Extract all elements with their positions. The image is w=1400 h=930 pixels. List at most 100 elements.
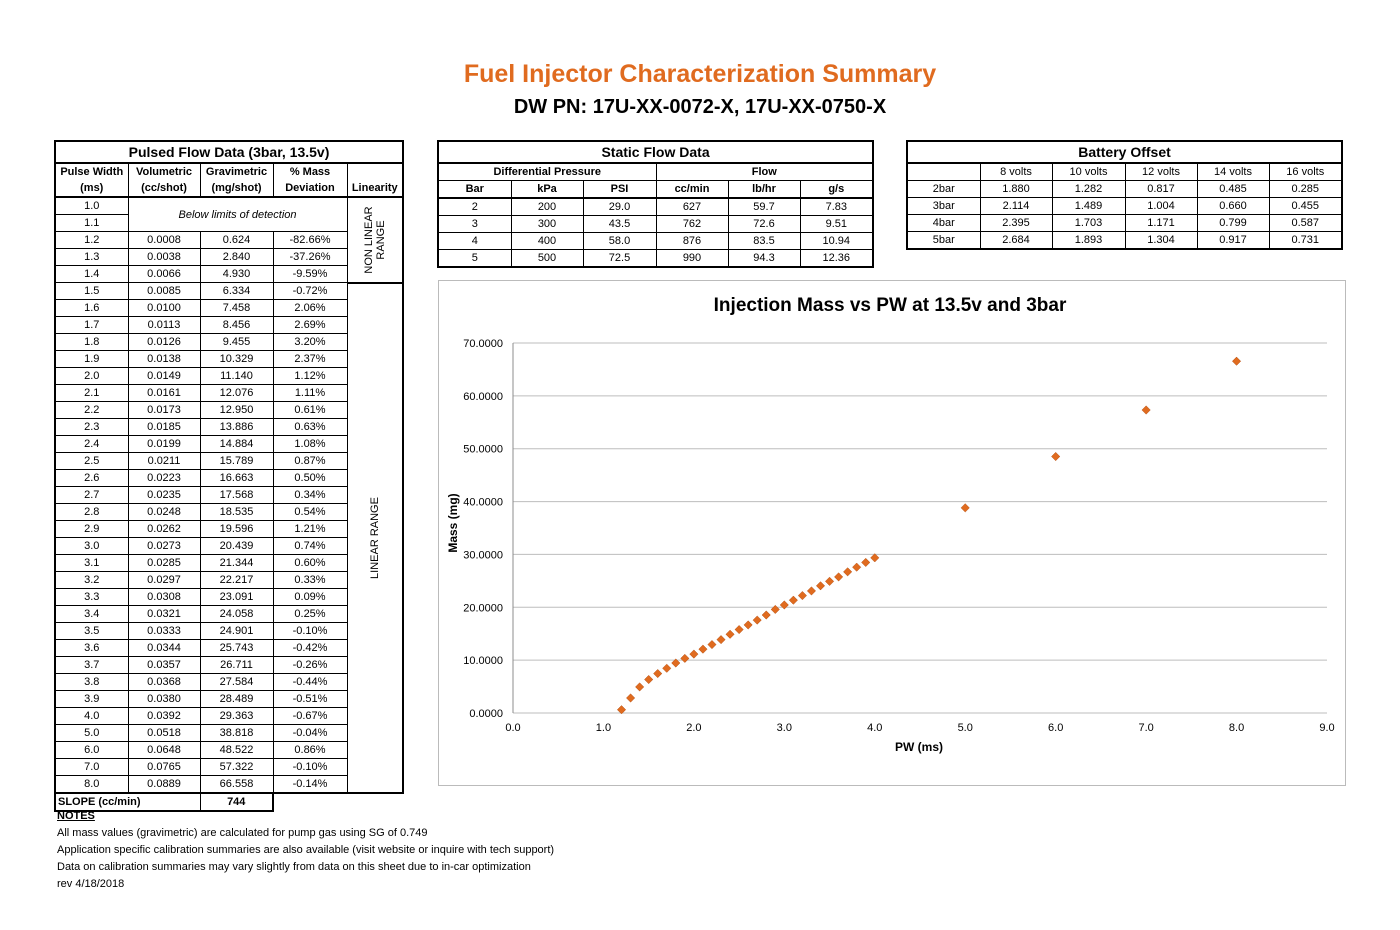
pulse-width-cell: 2.1 bbox=[54, 384, 129, 402]
battery-cell: 4bar bbox=[906, 214, 981, 232]
table-row: 4.0 0.0392 29.363 -0.67% bbox=[54, 707, 403, 725]
pulse-width-cell: 2.3 bbox=[54, 418, 129, 436]
static-col-header: cc/min bbox=[655, 180, 729, 199]
pulse-width-cell: 1.4 bbox=[54, 265, 129, 283]
battery-cell: 3bar bbox=[906, 197, 981, 215]
gravimetric-cell: 28.489 bbox=[199, 690, 274, 708]
col-header-pulse-width-unit: (ms) bbox=[54, 180, 129, 198]
pulse-width-cell: 1.6 bbox=[54, 299, 129, 317]
volumetric-cell: 0.0161 bbox=[127, 384, 201, 402]
pulse-width-cell: 5.0 bbox=[54, 724, 129, 742]
data-point bbox=[1141, 405, 1151, 415]
deviation-cell: -0.51% bbox=[272, 690, 348, 708]
battery-title-row: Battery Offset bbox=[906, 140, 1343, 164]
pulse-width-cell: 1.9 bbox=[54, 350, 129, 368]
static-col-row: Bar kPa PSI cc/min lb/hr g/s bbox=[437, 180, 875, 199]
static-col-header: Bar bbox=[437, 180, 512, 199]
battery-cell: 0.731 bbox=[1268, 231, 1343, 250]
battery-cell: 0.799 bbox=[1196, 214, 1270, 232]
battery-cell: 2.114 bbox=[979, 197, 1053, 215]
static-flow-table: Static Flow Data Differential Pressure Flo… bbox=[436, 140, 875, 268]
pulse-width-cell: 7.0 bbox=[54, 758, 129, 776]
x-tick-label: 0.0 bbox=[505, 722, 520, 734]
deviation-cell: 2.37% bbox=[272, 350, 348, 368]
gravimetric-cell: 29.363 bbox=[199, 707, 274, 725]
y-tick-label: 70.0000 bbox=[463, 338, 503, 350]
pulsed-table-title: Pulsed Flow Data (3bar, 13.5v) bbox=[53, 140, 405, 164]
static-cell: 12.36 bbox=[799, 249, 875, 268]
table-row: 2.6 0.0223 16.663 0.50% bbox=[54, 469, 403, 487]
note-line: Data on calibration summaries may vary s… bbox=[57, 861, 531, 873]
gravimetric-cell: 13.886 bbox=[199, 418, 274, 436]
table-row: 1.4 0.0066 4.930 -9.59% bbox=[54, 265, 403, 283]
volumetric-cell: 0.0333 bbox=[127, 622, 201, 640]
battery-col-header: 10 volts bbox=[1051, 162, 1126, 181]
pulse-width-cell: 3.9 bbox=[54, 690, 129, 708]
col-header-linearity-top bbox=[346, 162, 405, 180]
gravimetric-cell: 26.711 bbox=[199, 656, 274, 674]
pulse-width-cell: 3.8 bbox=[54, 673, 129, 691]
flow-header: Flow bbox=[655, 162, 875, 181]
pulse-width-cell: 2.7 bbox=[54, 486, 129, 504]
volumetric-cell: 0.0138 bbox=[127, 350, 201, 368]
volumetric-cell: 0.0113 bbox=[127, 316, 201, 334]
gravimetric-cell: 57.322 bbox=[199, 758, 274, 776]
volumetric-cell: 0.0518 bbox=[127, 724, 201, 742]
battery-cell: 0.817 bbox=[1124, 180, 1198, 198]
data-point bbox=[662, 663, 672, 673]
data-point bbox=[653, 669, 663, 679]
table-row: 3.5 0.0333 24.901 -0.10% bbox=[54, 622, 403, 640]
table-row: 2 200 29.0 627 59.7 7.83 bbox=[437, 197, 875, 216]
y-tick-label: 50.0000 bbox=[463, 444, 503, 456]
table-row: 3.4 0.0321 24.058 0.25% bbox=[54, 605, 403, 623]
deviation-cell: -0.26% bbox=[272, 656, 348, 674]
pulse-width-cell: 3.7 bbox=[54, 656, 129, 674]
static-cell: 876 bbox=[655, 232, 729, 250]
data-point bbox=[743, 620, 753, 630]
table-row: 3.7 0.0357 26.711 -0.26% bbox=[54, 656, 403, 674]
table-row: 2.1 0.0161 12.076 1.11% bbox=[54, 384, 403, 402]
data-point bbox=[779, 600, 789, 610]
static-table-title: Static Flow Data bbox=[436, 140, 875, 164]
nonlinear-range-line: RANGE bbox=[374, 220, 387, 260]
battery-cell: 0.455 bbox=[1268, 197, 1343, 215]
static-cell: 59.7 bbox=[727, 197, 801, 216]
data-point bbox=[843, 567, 853, 577]
gravimetric-cell: 18.535 bbox=[199, 503, 274, 521]
slope-value: 744 bbox=[199, 792, 274, 812]
pulse-width-cell: 6.0 bbox=[54, 741, 129, 759]
gravimetric-cell: 66.558 bbox=[199, 775, 274, 794]
data-point bbox=[707, 639, 717, 650]
pulse-width-cell: 1.1 bbox=[54, 214, 129, 232]
volumetric-cell: 0.0008 bbox=[127, 231, 201, 249]
gravimetric-cell: 0.624 bbox=[199, 231, 274, 249]
static-cell: 500 bbox=[510, 249, 584, 268]
table-row: 2.3 0.0185 13.886 0.63% bbox=[54, 418, 403, 436]
battery-cell: 1.171 bbox=[1124, 214, 1198, 232]
deviation-cell: 0.86% bbox=[272, 741, 348, 759]
gravimetric-cell: 12.076 bbox=[199, 384, 274, 402]
deviation-cell: 0.25% bbox=[272, 605, 348, 623]
x-tick-label: 5.0 bbox=[958, 722, 973, 734]
table-row: 3bar 2.114 1.489 1.004 0.660 0.455 bbox=[906, 197, 1343, 215]
data-point bbox=[616, 705, 627, 715]
battery-offset-table: Battery Offset 8 volts 10 volts 12 volts 14 … bbox=[906, 140, 1343, 250]
deviation-cell: -0.04% bbox=[272, 724, 348, 742]
deviation-cell: 0.63% bbox=[272, 418, 348, 436]
pulse-width-cell: 2.9 bbox=[54, 520, 129, 538]
pulse-width-cell: 3.4 bbox=[54, 605, 129, 623]
volumetric-cell: 0.0285 bbox=[127, 554, 201, 572]
pulse-width-cell: 8.0 bbox=[54, 775, 129, 794]
data-point bbox=[806, 586, 817, 596]
injection-mass-chart: Injection Mass vs PW at 13.5v and 3bar 0.… bbox=[446, 295, 1335, 754]
pulse-width-cell: 2.6 bbox=[54, 469, 129, 487]
differential-pressure-header: Differential Pressure bbox=[437, 162, 657, 181]
static-title-row: Static Flow Data bbox=[436, 140, 875, 164]
deviation-cell: 0.61% bbox=[272, 401, 348, 419]
pulse-width-cell: 2.5 bbox=[54, 452, 129, 470]
static-cell: 7.83 bbox=[799, 197, 875, 216]
volumetric-cell: 0.0308 bbox=[127, 588, 201, 606]
static-cell: 72.6 bbox=[727, 215, 801, 233]
static-cell: 400 bbox=[510, 232, 584, 250]
deviation-cell: 0.34% bbox=[272, 486, 348, 504]
